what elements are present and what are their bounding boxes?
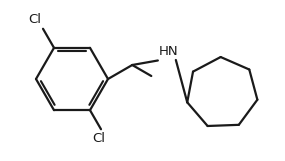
Text: HN: HN	[159, 46, 178, 58]
Text: Cl: Cl	[93, 132, 105, 145]
Text: Cl: Cl	[28, 13, 41, 26]
